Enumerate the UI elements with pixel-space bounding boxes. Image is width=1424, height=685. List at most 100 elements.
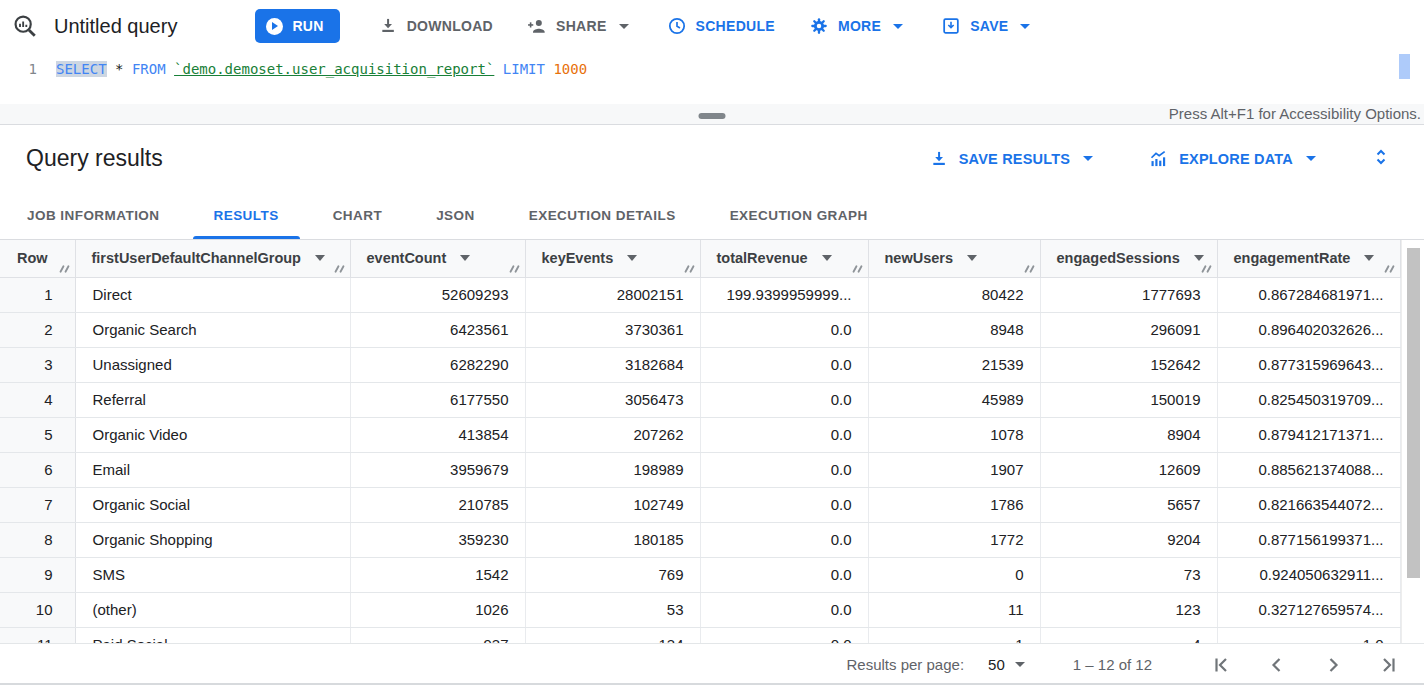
download-button[interactable]: DOWNLOAD xyxy=(378,16,493,36)
table-cell: 1026 xyxy=(350,592,525,627)
table-cell: 11 xyxy=(868,592,1040,627)
sort-caret-icon[interactable] xyxy=(822,255,832,261)
column-header-engagementrate[interactable]: engagementRate xyxy=(1217,240,1400,277)
column-header-keyevents[interactable]: keyEvents xyxy=(525,240,700,277)
page-size-select[interactable]: 50 xyxy=(988,656,1025,673)
table-cell: 28002151 xyxy=(525,277,700,312)
table-cell: 73 xyxy=(1040,557,1217,592)
sql-editor-line[interactable]: SELECT * FROM `demo.demoset.user_acquisi… xyxy=(56,52,587,104)
prev-page-button[interactable] xyxy=(1264,652,1290,678)
column-resize-grip-icon[interactable] xyxy=(852,264,863,274)
share-button[interactable]: SHARE xyxy=(527,16,629,36)
download-icon xyxy=(378,16,398,36)
table-cell: Unassigned xyxy=(75,347,350,382)
tab-execution-details[interactable]: EXECUTION DETAILS xyxy=(502,192,703,239)
table-row: 2Organic Search642356137303610.089482960… xyxy=(0,312,1400,347)
table-cell: Organic Social xyxy=(75,487,350,522)
page-range: 1 – 12 of 12 xyxy=(1073,656,1152,673)
tab-json[interactable]: JSON xyxy=(409,192,502,239)
explore-data-button[interactable]: EXPLORE DATA xyxy=(1149,149,1316,169)
next-page-icon xyxy=(1321,653,1345,677)
table-row: 6Email39596791989890.01907126090.8856213… xyxy=(0,452,1400,487)
sort-caret-icon[interactable] xyxy=(1194,255,1204,261)
column-header-engagedsessions[interactable]: engagedSessions xyxy=(1040,240,1217,277)
results-per-page-label: Results per page: xyxy=(847,656,965,673)
table-cell: 3056473 xyxy=(525,382,700,417)
run-label: RUN xyxy=(292,18,323,34)
splitter-drag-handle[interactable] xyxy=(699,113,726,119)
table-cell: 0.0 xyxy=(700,347,868,382)
column-header-row[interactable]: Row xyxy=(0,240,75,277)
column-header-eventcount[interactable]: eventCount xyxy=(350,240,525,277)
first-page-icon xyxy=(1209,653,1233,677)
dropdown-caret-icon xyxy=(1083,156,1093,161)
column-resize-grip-icon[interactable] xyxy=(334,264,345,274)
collapse-results-button[interactable] xyxy=(1370,146,1392,172)
column-resize-grip-icon[interactable] xyxy=(1384,264,1395,274)
column-label: eventCount xyxy=(367,250,447,266)
column-header-firstuserdefaultchannelgroup[interactable]: firstUserDefaultChannelGroup xyxy=(75,240,350,277)
sort-caret-icon[interactable] xyxy=(967,255,977,261)
tab-execution-graph[interactable]: EXECUTION GRAPH xyxy=(703,192,895,239)
table-cell: 0.877315969643... xyxy=(1217,347,1400,382)
save-results-button[interactable]: SAVE RESULTS xyxy=(929,149,1093,169)
schedule-button[interactable]: SCHEDULE xyxy=(667,16,775,36)
table-cell: 0.0 xyxy=(700,417,868,452)
table-cell: 1.0 xyxy=(1217,627,1400,643)
next-page-button[interactable] xyxy=(1320,652,1346,678)
column-header-totalrevenue[interactable]: totalRevenue xyxy=(700,240,868,277)
bigquery-query-window: Untitled query RUN DOWNLOAD SHARE SCHEDU xyxy=(0,0,1424,685)
row-number: 10 xyxy=(0,592,75,627)
tab-job-information[interactable]: JOB INFORMATION xyxy=(0,192,187,239)
share-label: SHARE xyxy=(556,18,607,34)
table-cell: 152642 xyxy=(1040,347,1217,382)
column-resize-grip-icon[interactable] xyxy=(509,264,520,274)
table-cell: 0.0 xyxy=(700,452,868,487)
accessibility-hint: Press Alt+F1 for Accessibility Options. xyxy=(1169,104,1421,124)
table-cell: 1772 xyxy=(868,522,1040,557)
results-actions: SAVE RESULTS EXPLORE DATA xyxy=(929,146,1398,172)
column-resize-grip-icon[interactable] xyxy=(1201,264,1212,274)
page-nav xyxy=(1178,652,1402,678)
last-page-button[interactable] xyxy=(1376,652,1402,678)
column-resize-grip-icon[interactable] xyxy=(684,264,695,274)
table-cell: 4 xyxy=(1040,627,1217,643)
run-button[interactable]: RUN xyxy=(255,9,339,43)
sort-caret-icon[interactable] xyxy=(627,255,637,261)
save-results-label: SAVE RESULTS xyxy=(959,151,1070,167)
table-scrollbar-thumb[interactable] xyxy=(1407,248,1420,578)
column-resize-grip-icon[interactable] xyxy=(59,264,70,274)
column-label: totalRevenue xyxy=(717,250,808,266)
sort-caret-icon[interactable] xyxy=(460,255,470,261)
results-table-body: 1Direct5260929328002151199.9399959999...… xyxy=(0,277,1400,643)
column-label: firstUserDefaultChannelGroup xyxy=(92,250,301,266)
first-page-button[interactable] xyxy=(1208,652,1234,678)
sort-caret-icon[interactable] xyxy=(315,255,325,261)
table-cell: 0.0 xyxy=(700,312,868,347)
table-cell: 6423561 xyxy=(350,312,525,347)
tab-chart[interactable]: CHART xyxy=(306,192,410,239)
query-title[interactable]: Untitled query xyxy=(54,15,177,38)
sort-caret-icon[interactable] xyxy=(1364,255,1374,261)
table-cell: 0.877156199371... xyxy=(1217,522,1400,557)
save-button[interactable]: SAVE xyxy=(941,16,1030,36)
table-cell: 12609 xyxy=(1040,452,1217,487)
gear-icon xyxy=(809,16,829,36)
dropdown-caret-icon xyxy=(1306,156,1316,161)
table-cell: 0.924050632911... xyxy=(1217,557,1400,592)
table-cell: 6282290 xyxy=(350,347,525,382)
dropdown-caret-icon xyxy=(1020,24,1030,29)
table-scrollbar[interactable] xyxy=(1401,240,1424,643)
dropdown-caret-icon xyxy=(1015,662,1025,667)
column-resize-grip-icon[interactable] xyxy=(1024,264,1035,274)
column-header-newusers[interactable]: newUsers xyxy=(868,240,1040,277)
column-label: newUsers xyxy=(885,250,954,266)
clock-icon xyxy=(667,16,687,36)
editor-scrollbar-thumb[interactable] xyxy=(1399,54,1410,79)
table-cell: 5657 xyxy=(1040,487,1217,522)
table-cell: 52609293 xyxy=(350,277,525,312)
results-table-area: Row firstUserDefaultChannelGroup eventCoun… xyxy=(0,240,1424,643)
tab-results[interactable]: RESULTS xyxy=(187,192,306,239)
table-cell: 0.896402032626... xyxy=(1217,312,1400,347)
more-button[interactable]: MORE xyxy=(809,16,903,36)
